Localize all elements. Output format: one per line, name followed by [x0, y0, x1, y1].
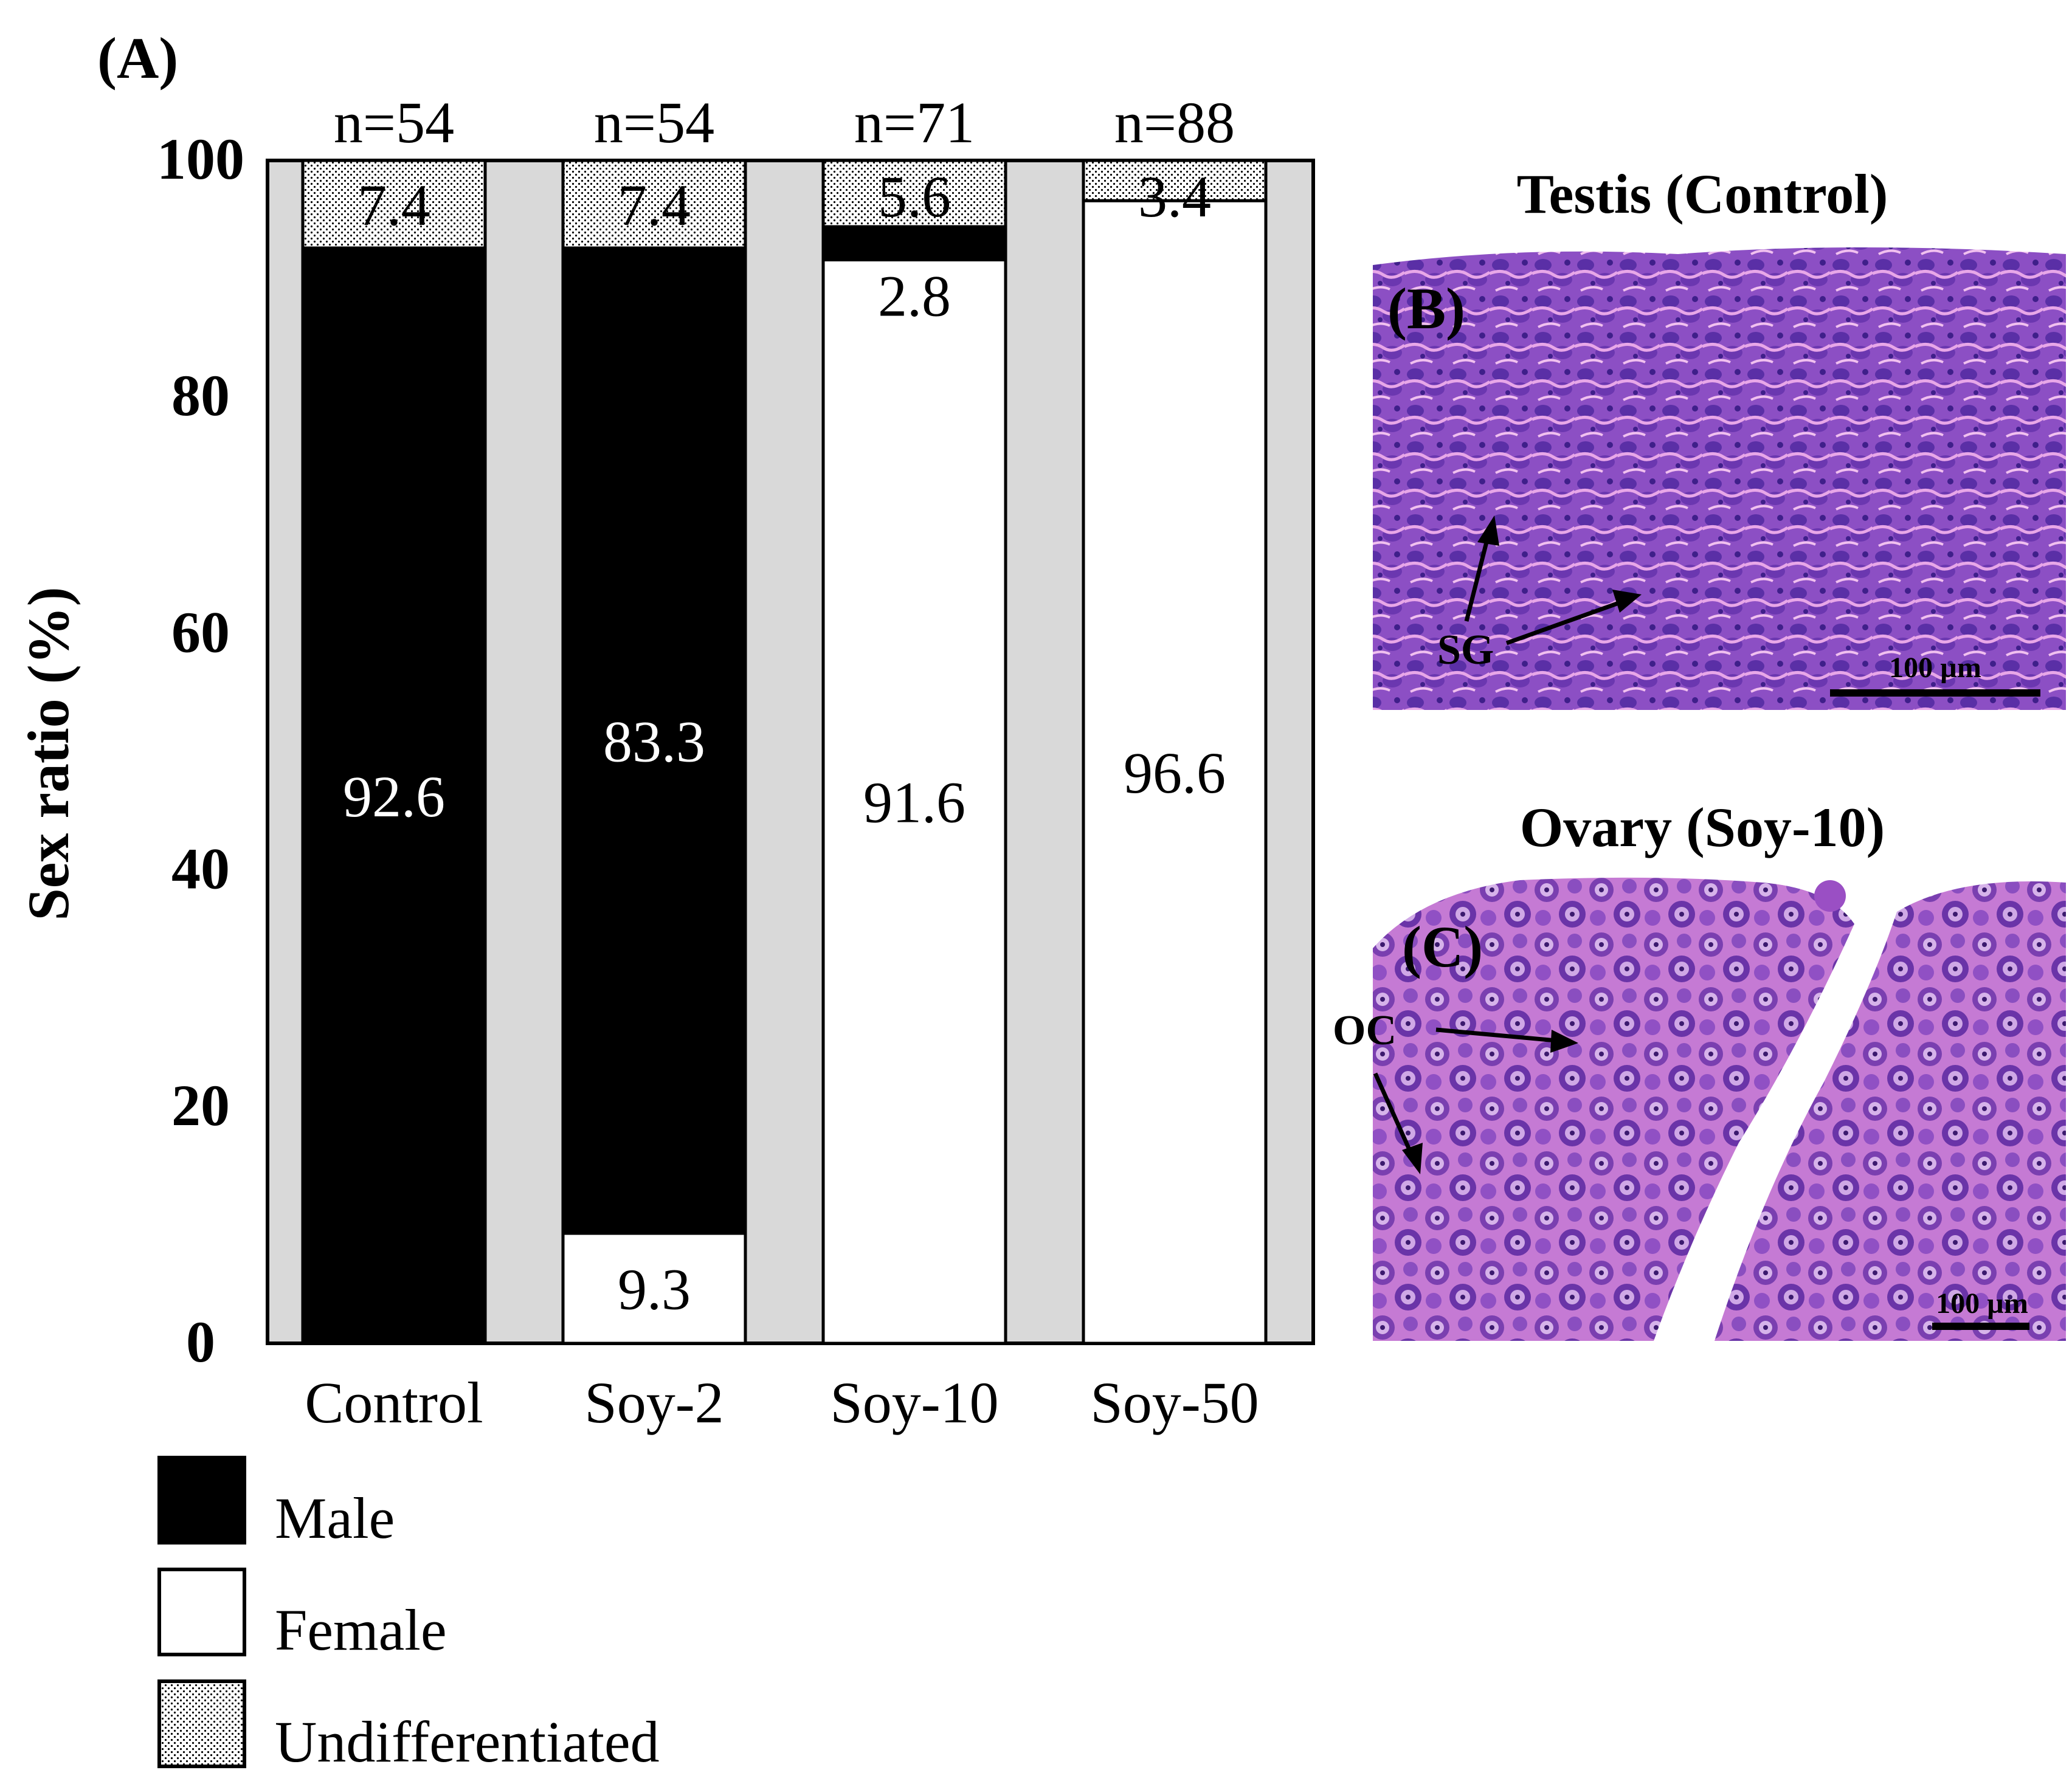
data-label-female: 96.6	[1124, 740, 1226, 805]
y-tick-label: 40	[171, 836, 230, 901]
panel-a-label: (A)	[97, 26, 178, 91]
x-tick-label: Soy-10	[830, 1370, 998, 1435]
bars: 92.6 7.4 9.3 83.3 7.4 91.6 2.8 5.6 96.6 3.4	[301, 159, 1268, 1345]
panel-b-title: Testis (Control)	[1517, 163, 1888, 225]
oc-annotation: OC	[1333, 1007, 1397, 1054]
testis-scale-bar	[1830, 689, 2040, 697]
y-tick-label: 80	[171, 363, 230, 428]
oc-arrows	[1373, 1027, 1578, 1174]
panel-c-label: (C)	[1402, 914, 1483, 979]
panel-b-label: (B)	[1387, 276, 1465, 341]
bar-segment-male	[301, 246, 487, 1345]
bar-segment-male	[561, 246, 747, 1235]
x-tick-label: Soy-50	[1090, 1370, 1259, 1435]
ovary-scale-bar-label: 100 µm	[1936, 1287, 2028, 1320]
sg-annotation: SG	[1437, 627, 1494, 673]
testis-micrograph: 100 µm (B) SG	[1373, 247, 2066, 710]
data-label-male: 83.3	[603, 709, 705, 774]
sample-size-label: n=54	[334, 90, 454, 155]
y-axis-ticks: 0 20 40 60 80 100	[157, 126, 244, 1374]
plot-area: 92.6 7.4 9.3 83.3 7.4 91.6 2.8 5.6 96.6 3.4	[266, 159, 1315, 1345]
data-label-female: 91.6	[863, 770, 965, 835]
legend: Male Female Undifferentiated	[157, 1456, 660, 1774]
sg-arrows	[1464, 515, 1642, 646]
ovary-scale-bar	[1932, 1323, 2029, 1330]
x-tick-label: Soy-2	[584, 1370, 723, 1435]
y-tick-label: 100	[157, 126, 244, 191]
y-tick-label: 60	[171, 599, 230, 664]
data-label-male: 92.6	[343, 764, 445, 829]
y-tick-label: 0	[186, 1309, 215, 1374]
data-label-female: 9.3	[618, 1257, 691, 1322]
testis-scale-bar-label: 100 µm	[1889, 652, 1981, 684]
bar-segment-undifferentiated	[821, 159, 1007, 229]
sample-size-labels: n=54 n=54 n=71 n=88	[334, 90, 1235, 155]
ovary-cell-fragment	[1814, 880, 1846, 912]
y-axis-title: Sex ratio (%)	[16, 587, 81, 920]
bar-segment-female	[1082, 199, 1268, 1345]
legend-swatch-female	[157, 1568, 246, 1656]
x-tick-label: Control	[305, 1370, 483, 1435]
data-label-undifferentiated: 3.4	[1138, 164, 1211, 229]
legend-swatch-male	[157, 1456, 246, 1545]
ovary-tissue-left-lobe	[1373, 877, 1854, 1341]
ovary-micrograph: 100 µm (C) OC	[1333, 877, 2066, 1341]
testis-tissue	[1373, 247, 2066, 710]
data-label-undifferentiated: 7.4	[357, 173, 430, 238]
bar-segment-undifferentiated	[1082, 159, 1268, 202]
y-tick-label: 20	[171, 1073, 230, 1138]
sample-size-label: n=88	[1114, 90, 1235, 155]
x-axis-labels: Control Soy-2 Soy-10 Soy-50	[305, 1370, 1259, 1435]
legend-swatch-undifferentiated	[157, 1679, 246, 1768]
sample-size-label: n=71	[854, 90, 975, 155]
bar-segment-undifferentiated	[561, 159, 747, 250]
legend-label-female: Female	[275, 1597, 447, 1662]
sample-size-label: n=54	[594, 90, 714, 155]
legend-label-male: Male	[275, 1486, 395, 1551]
bar-segment-male	[821, 225, 1007, 261]
legend-label-undifferentiated: Undifferentiated	[275, 1709, 660, 1774]
ovary-tissue-right-lobe	[1715, 881, 2066, 1341]
panel-c-title: Ovary (Soy-10)	[1520, 796, 1885, 858]
bar-segment-undifferentiated	[301, 159, 487, 250]
data-label-male: 2.8	[878, 263, 951, 328]
data-label-undifferentiated: 7.4	[618, 173, 691, 238]
data-label-undifferentiated: 5.6	[878, 164, 951, 229]
